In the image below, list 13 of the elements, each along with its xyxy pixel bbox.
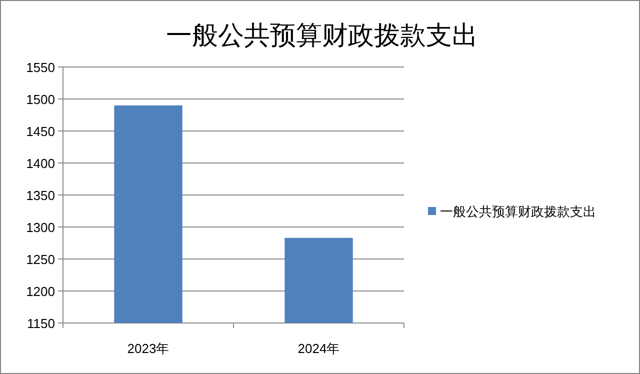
y-tick-label: 1300 bbox=[26, 220, 55, 235]
y-tick-label: 1400 bbox=[26, 156, 55, 171]
x-tick-label: 2023年 bbox=[127, 341, 170, 356]
legend-label: 一般公共预算财政拨款支出 bbox=[440, 204, 596, 219]
y-tick-label: 1250 bbox=[26, 252, 55, 267]
y-tick-label: 1200 bbox=[26, 284, 55, 299]
y-tick-label: 1500 bbox=[26, 92, 55, 107]
y-tick-label: 1150 bbox=[27, 316, 55, 331]
y-tick-label: 1450 bbox=[26, 124, 55, 139]
y-tick-label: 1350 bbox=[26, 188, 55, 203]
x-tick-label: 2024年 bbox=[298, 341, 340, 356]
chart-title: 一般公共预算财政拨款支出 bbox=[166, 20, 478, 50]
y-tick-label: 1550 bbox=[26, 60, 55, 75]
